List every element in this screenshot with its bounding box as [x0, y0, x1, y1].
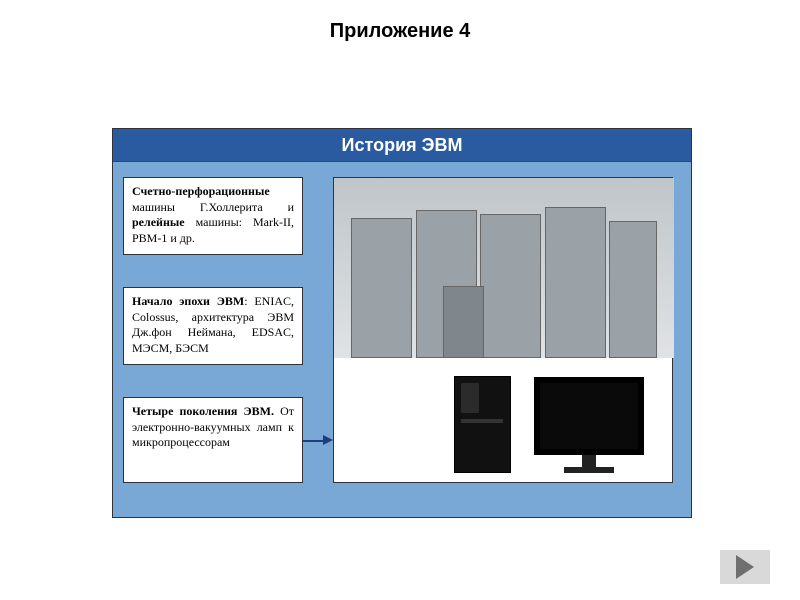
arrow-head-icon [323, 435, 333, 445]
slide-header-text: История ЭВМ [342, 135, 463, 155]
arrow-line [303, 440, 323, 442]
mainframe-image [334, 178, 674, 358]
info-box-2: Начало эпохи ЭВМ: ENIAC, Colossus, архит… [123, 287, 303, 365]
next-button[interactable] [720, 550, 770, 584]
slide-header: История ЭВМ [113, 129, 691, 162]
slide-card: История ЭВМ Счетно-перфорационные машины… [112, 128, 692, 518]
page-title: Приложение 4 [0, 20, 800, 43]
pc-image [454, 373, 654, 473]
info-box-1: Счетно-перфорационные машины Г.Холлерита… [123, 177, 303, 255]
info-box-3: Четыре поколения ЭВМ. От электронно-ваку… [123, 397, 303, 483]
play-icon [736, 555, 754, 579]
image-frame [333, 177, 673, 483]
